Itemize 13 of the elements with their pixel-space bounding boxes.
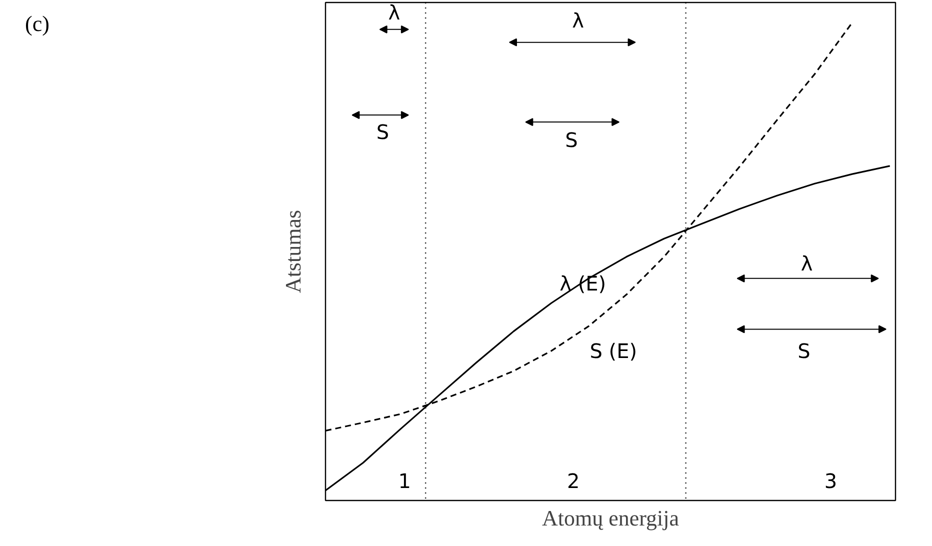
series-label: S (E) <box>590 339 638 364</box>
x-axis-title: Atomų energija <box>542 506 680 530</box>
annotation: λ <box>388 0 400 24</box>
text: (c) <box>25 10 50 38</box>
annotation: S <box>565 128 578 152</box>
annotation: λ <box>572 8 584 32</box>
annotation: 2 <box>566 469 580 494</box>
annotation: λ <box>800 251 813 276</box>
annotation: S <box>798 339 810 364</box>
y-axis-title: Atstumas <box>280 210 306 294</box>
annotation: S <box>376 120 390 144</box>
annotation: 3 <box>824 469 838 494</box>
annotation: 1 <box>398 469 411 494</box>
